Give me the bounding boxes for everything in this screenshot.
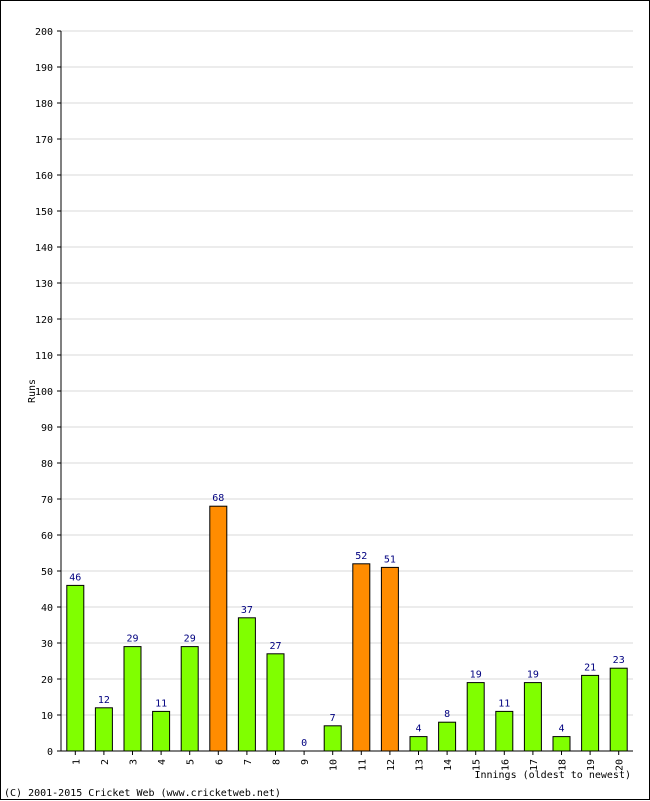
bar-value-label: 19 (470, 670, 482, 681)
bar-value-label: 29 (184, 634, 196, 645)
bar-value-label: 52 (355, 551, 367, 562)
bar-value-label: 27 (269, 641, 281, 652)
x-tick-label: 12 (386, 759, 397, 771)
copyright-footer: (C) 2001-2015 Cricket Web (www.cricketwe… (4, 788, 281, 799)
bar (352, 563, 371, 752)
bar-value-label: 4 (415, 724, 421, 735)
y-tick-label: 180 (35, 99, 53, 110)
bar (495, 710, 514, 752)
bar-value-label: 8 (444, 709, 450, 720)
bar (123, 646, 142, 752)
y-tick-label: 110 (35, 351, 53, 362)
x-tick-label: 19 (586, 759, 597, 771)
bar (438, 721, 457, 752)
y-tick-label: 130 (35, 279, 53, 290)
y-tick-label: 200 (35, 27, 53, 38)
bar (209, 505, 228, 752)
y-tick-label: 120 (35, 315, 53, 326)
x-tick-label: 10 (329, 759, 340, 771)
bar (152, 710, 171, 752)
bar-value-labels: 46 12 29 11 29 68 37 27 0 7 52 51 4 8 19 11 19 4 21 23 (69, 493, 624, 749)
bar (409, 736, 428, 752)
bar (466, 682, 485, 752)
x-axis-title: Innings (oldest to newest) (474, 770, 631, 781)
x-tick-label: 4 (157, 759, 168, 765)
y-tick-label: 90 (41, 423, 53, 434)
x-tick-label: 7 (243, 759, 254, 765)
x-tick-label: 13 (415, 759, 426, 771)
x-axis-ticks: 1 2 3 4 5 6 7 8 9 10 11 12 13 14 15 16 17 18 19 20 (71, 751, 626, 771)
bar (94, 707, 113, 752)
bar (66, 584, 85, 752)
y-tick-label: 70 (41, 495, 53, 506)
y-tick-label: 50 (41, 567, 53, 578)
bar (237, 617, 256, 752)
bar-value-label: 12 (98, 695, 110, 706)
y-tick-label: 60 (41, 531, 53, 542)
bar-value-label: 51 (384, 554, 396, 565)
x-tick-label: 15 (472, 759, 483, 771)
bar (609, 667, 628, 752)
bar-value-label: 7 (330, 713, 336, 724)
bar-value-label: 4 (558, 724, 564, 735)
bar (581, 674, 600, 752)
x-tick-label: 2 (100, 759, 111, 765)
bar-value-label: 21 (584, 662, 596, 673)
bar (380, 566, 399, 752)
y-tick-label: 160 (35, 171, 53, 182)
y-axis-title: Runs (27, 379, 38, 403)
y-tick-label: 150 (35, 207, 53, 218)
y-tick-label: 170 (35, 135, 53, 146)
bar-value-label: 11 (155, 698, 167, 709)
bars (66, 505, 628, 752)
gridlines (61, 30, 633, 716)
bar (523, 682, 542, 752)
x-tick-label: 14 (443, 759, 454, 771)
y-tick-label: 0 (47, 747, 53, 758)
x-tick-label: 11 (357, 759, 368, 771)
bar (266, 653, 285, 752)
y-tick-label: 100 (35, 387, 53, 398)
bar-value-label: 68 (212, 493, 224, 504)
x-tick-label: 16 (500, 759, 511, 771)
bar-value-label: 37 (241, 605, 253, 616)
bar-value-label: 0 (301, 738, 307, 749)
y-axis-ticks: 0 10 20 30 40 50 60 70 80 90 100 110 120 130 140 150 160… (35, 27, 61, 758)
bar-value-label: 46 (69, 572, 81, 583)
x-tick-label: 20 (615, 759, 626, 771)
y-tick-label: 80 (41, 459, 53, 470)
x-tick-label: 1 (71, 759, 82, 765)
y-tick-label: 40 (41, 603, 53, 614)
x-tick-label: 18 (558, 759, 569, 771)
x-tick-label: 5 (186, 759, 197, 765)
x-tick-label: 6 (214, 759, 225, 765)
bar-value-label: 11 (498, 698, 510, 709)
bar (552, 736, 571, 752)
x-tick-label: 3 (129, 759, 140, 765)
bar-value-label: 19 (527, 670, 539, 681)
bar-value-label: 23 (613, 655, 625, 666)
bar (180, 646, 199, 752)
y-tick-label: 140 (35, 243, 53, 254)
bar-value-label: 29 (126, 634, 138, 645)
y-tick-label: 190 (35, 63, 53, 74)
y-tick-label: 20 (41, 675, 53, 686)
x-tick-label: 8 (272, 759, 283, 765)
bar (323, 725, 342, 752)
x-tick-label: 17 (529, 759, 540, 771)
y-tick-label: 30 (41, 639, 53, 650)
x-tick-label: 9 (300, 759, 311, 765)
y-tick-label: 10 (41, 711, 53, 722)
